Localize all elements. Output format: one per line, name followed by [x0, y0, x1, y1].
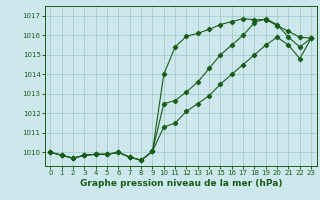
X-axis label: Graphe pression niveau de la mer (hPa): Graphe pression niveau de la mer (hPa)	[80, 179, 282, 188]
